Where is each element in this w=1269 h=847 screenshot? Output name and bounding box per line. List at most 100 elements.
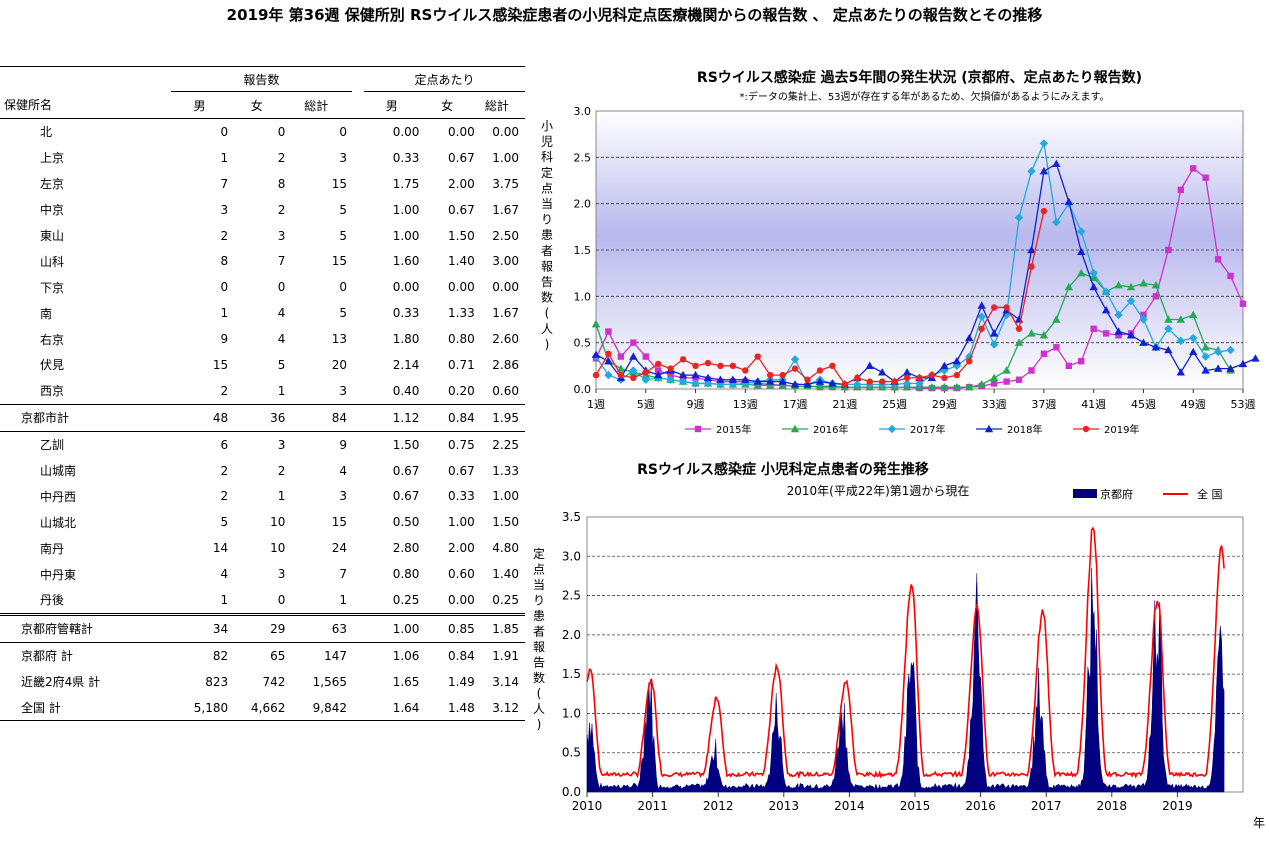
data-point [692, 362, 699, 370]
chart-subtitle: 2010年(平成22年)第1週から現在 [787, 484, 970, 498]
cell-female: 3 [228, 430, 286, 458]
y-axis-label-char: ) [545, 337, 550, 351]
y-axis-label-char: 患 [533, 609, 545, 623]
data-point [604, 357, 613, 365]
header-blank [0, 66, 171, 92]
x-tick-label: 2018 [1097, 799, 1128, 813]
table-row: 南 1 4 5 0.33 1.33 1.67 [0, 300, 525, 326]
x-tick-label: 33週 [982, 398, 1007, 411]
data-point [1201, 343, 1210, 351]
data-point [1151, 343, 1161, 351]
cell-total: 15 [331, 515, 347, 530]
table-row: 南丹 14 10 24 2.80 2.00 4.80 [0, 535, 525, 561]
cell-male: 5,180 [170, 694, 229, 722]
row-name: 南 [40, 306, 53, 321]
cell-rate-female: 0.00 [448, 280, 475, 295]
cell-rate-female: 0.80 [448, 332, 475, 347]
data-point [1126, 331, 1136, 339]
data-point [1065, 362, 1073, 370]
y-tick-label: 3.0 [562, 549, 581, 563]
y-axis-label-char: 定 [533, 546, 545, 561]
data-point [1139, 279, 1148, 287]
data-point [1177, 186, 1184, 193]
data-point [1139, 338, 1148, 346]
data-point [1053, 344, 1060, 351]
cell-rate-male: 1.12 [364, 403, 420, 432]
x-tick-label: 17週 [783, 398, 808, 411]
data-point [1226, 345, 1235, 355]
cell-male: 34 [170, 612, 229, 643]
cell-rate-total: 0.00 [492, 124, 519, 139]
data-point [1139, 315, 1148, 324]
data-point [616, 364, 626, 372]
data-point [1002, 366, 1011, 374]
cell-rate-total: 1.67 [492, 202, 519, 217]
row-name: 右京 [40, 332, 65, 347]
data-point [629, 352, 638, 360]
y-axis-label-char: 点 [541, 181, 553, 195]
cell-total: 20 [331, 357, 347, 372]
data-point [803, 380, 812, 388]
cell-total: 63 [285, 612, 352, 643]
series-line-2017年 [595, 141, 1231, 386]
data-point [778, 381, 787, 389]
row-name: 上京 [40, 151, 65, 166]
cell-female: 2 [277, 150, 286, 165]
x-tick-label: 2011 [637, 799, 668, 813]
data-point [990, 304, 998, 311]
cell-total: 24 [331, 541, 347, 556]
cell-rate-female: 0.71 [448, 357, 475, 372]
cell-gap [352, 145, 364, 171]
data-point [804, 376, 811, 383]
cell-gap [352, 612, 365, 643]
cell-rate-male: 0.33 [392, 150, 420, 165]
cell-female: 2 [277, 463, 286, 478]
table-column-header: 保健所名男女総計男女総計 [0, 91, 525, 119]
data-point [866, 378, 873, 385]
y-axis-label-char: ( [545, 306, 550, 320]
data-point [753, 377, 762, 385]
data-point [754, 353, 761, 360]
data-point [941, 374, 948, 382]
header-gap [352, 66, 365, 92]
y-tick-label: 1.5 [562, 667, 581, 681]
cell-rate-total: 3.75 [492, 176, 519, 191]
cell-female: 7 [277, 254, 286, 269]
cell-rate-female: 0.33 [448, 489, 475, 504]
cell-rate-male: 0.50 [392, 515, 420, 530]
data-point [915, 379, 924, 388]
data-point [828, 379, 837, 387]
column-header: 保健所名 [0, 91, 171, 119]
cell-rate-female: 2.00 [448, 176, 475, 191]
row-name: 下京 [40, 280, 65, 295]
data-point [655, 360, 662, 368]
cell-rate-male: 1.00 [392, 202, 420, 217]
data-point [728, 375, 738, 383]
data-point [977, 312, 986, 321]
table-row: 乙訓 6 3 9 1.50 0.75 2.25 [0, 430, 525, 458]
cell-gap [352, 171, 364, 197]
data-point [1164, 345, 1173, 354]
cell-female: 4 [277, 306, 286, 321]
cell-gap [352, 669, 364, 695]
data-point [654, 370, 663, 379]
y-axis-label-char: 児 [541, 135, 553, 149]
data-point [1214, 256, 1222, 263]
cell-rate-total: 2.86 [492, 357, 519, 372]
cell-rate-total: 1.40 [492, 567, 519, 582]
cell-male: 4 [220, 567, 229, 582]
y-axis-label-char: 報 [541, 259, 553, 273]
data-point [1213, 347, 1223, 357]
data-point [1152, 293, 1160, 300]
cell-rate-total: 1.00 [492, 150, 519, 165]
table-row: 上京 1 2 3 0.33 0.67 1.00 [0, 145, 525, 171]
cell-rate-male: 0.67 [392, 463, 420, 478]
cell-rate-male: 1.64 [364, 694, 420, 722]
cell-gap [352, 483, 364, 509]
row-name: 全国 計 [0, 694, 171, 722]
data-point [1165, 246, 1172, 254]
data-point [1015, 325, 1023, 332]
cell-male: 3 [220, 202, 229, 217]
y-axis-label-char: 定 [541, 165, 553, 180]
cell-gap [352, 587, 364, 614]
